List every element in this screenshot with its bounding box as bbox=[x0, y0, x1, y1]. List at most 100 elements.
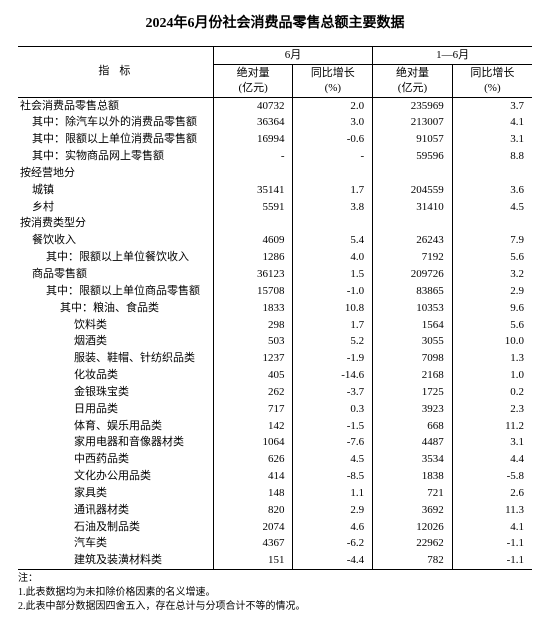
note-2: 2.此表中部分数据因四舍五入，存在总计与分项合计不等的情况。 bbox=[18, 600, 532, 614]
table-row: 服装、鞋帽、针纺织品类1237-1.970981.3 bbox=[18, 350, 532, 367]
table-row: 其中：粮油、食品类183310.8103539.6 bbox=[18, 300, 532, 317]
cell-g2: 10.0 bbox=[452, 333, 532, 350]
table-row: 其中：限额以上单位商品零售额15708-1.0838652.9 bbox=[18, 283, 532, 300]
table-row: 家具类1481.17212.6 bbox=[18, 485, 532, 502]
cell-v2: 209726 bbox=[373, 266, 453, 283]
cell-v1: 151 bbox=[213, 552, 293, 569]
cell-g2: 3.6 bbox=[452, 182, 532, 199]
cell-v1: 40732 bbox=[213, 97, 293, 114]
cell-v2: 3692 bbox=[373, 502, 453, 519]
cell-v1: 5591 bbox=[213, 199, 293, 216]
table-row: 烟酒类5035.2305510.0 bbox=[18, 333, 532, 350]
header-period2: 1—6月 bbox=[373, 47, 532, 65]
table-row: 家用电器和音像器材类1064-7.644873.1 bbox=[18, 434, 532, 451]
cell-g2: 9.6 bbox=[452, 300, 532, 317]
cell-g2: 11.3 bbox=[452, 502, 532, 519]
table-row: 通讯器材类8202.9369211.3 bbox=[18, 502, 532, 519]
cell-v2: 1838 bbox=[373, 468, 453, 485]
cell-g2: 4.1 bbox=[452, 114, 532, 131]
table-row: 饮料类2981.715645.6 bbox=[18, 317, 532, 334]
row-label: 金银珠宝类 bbox=[18, 384, 213, 401]
notes-heading: 注： bbox=[18, 572, 532, 586]
table-row: 日用品类7170.339232.3 bbox=[18, 401, 532, 418]
cell-v2: 235969 bbox=[373, 97, 453, 114]
cell-g2: 8.8 bbox=[452, 148, 532, 165]
row-label: 其中：实物商品网上零售额 bbox=[18, 148, 213, 165]
table-row: 按经营地分 bbox=[18, 165, 532, 182]
row-label: 其中：除汽车以外的消费品零售额 bbox=[18, 114, 213, 131]
cell-v2: 22962 bbox=[373, 535, 453, 552]
row-label: 石油及制品类 bbox=[18, 519, 213, 536]
cell-g1: -14.6 bbox=[293, 367, 373, 384]
cell-v1: 820 bbox=[213, 502, 293, 519]
cell-g1: 3.8 bbox=[293, 199, 373, 216]
row-label: 中西药品类 bbox=[18, 451, 213, 468]
header-abs2: 绝对量(亿元) bbox=[373, 64, 453, 97]
cell-v2: 204559 bbox=[373, 182, 453, 199]
notes-section: 注： 1.此表数据均为未扣除价格因素的名义增速。 2.此表中部分数据因四舍五入，… bbox=[18, 572, 532, 614]
cell-g2: 7.9 bbox=[452, 232, 532, 249]
cell-v2 bbox=[373, 215, 453, 232]
cell-g2: 2.6 bbox=[452, 485, 532, 502]
row-label: 其中：粮油、食品类 bbox=[18, 300, 213, 317]
cell-g2: 5.6 bbox=[452, 317, 532, 334]
row-label: 日用品类 bbox=[18, 401, 213, 418]
cell-v1: 414 bbox=[213, 468, 293, 485]
row-label: 饮料类 bbox=[18, 317, 213, 334]
cell-g1: 2.9 bbox=[293, 502, 373, 519]
table-row: 化妆品类405-14.621681.0 bbox=[18, 367, 532, 384]
cell-v1: 148 bbox=[213, 485, 293, 502]
cell-g1: -1.0 bbox=[293, 283, 373, 300]
row-label: 文化办公用品类 bbox=[18, 468, 213, 485]
cell-v1: 717 bbox=[213, 401, 293, 418]
cell-v1: 36364 bbox=[213, 114, 293, 131]
cell-v2: 668 bbox=[373, 418, 453, 435]
cell-v1: 142 bbox=[213, 418, 293, 435]
table-row: 其中：除汽车以外的消费品零售额363643.02130074.1 bbox=[18, 114, 532, 131]
cell-g1: -7.6 bbox=[293, 434, 373, 451]
row-label: 其中：限额以上单位餐饮收入 bbox=[18, 249, 213, 266]
cell-v2: 10353 bbox=[373, 300, 453, 317]
data-table: 指标 6月 1—6月 绝对量(亿元) 同比增长(%) 绝对量(亿元) 同比增长(… bbox=[18, 46, 532, 570]
cell-v1: 503 bbox=[213, 333, 293, 350]
cell-v2: 12026 bbox=[373, 519, 453, 536]
cell-g1: -6.2 bbox=[293, 535, 373, 552]
cell-v1: 298 bbox=[213, 317, 293, 334]
cell-v1: 36123 bbox=[213, 266, 293, 283]
cell-g1: -1.5 bbox=[293, 418, 373, 435]
row-label: 汽车类 bbox=[18, 535, 213, 552]
cell-g1: -0.6 bbox=[293, 131, 373, 148]
header-growth2: 同比增长(%) bbox=[452, 64, 532, 97]
cell-v2: 3055 bbox=[373, 333, 453, 350]
cell-g2 bbox=[452, 165, 532, 182]
cell-g1: 1.1 bbox=[293, 485, 373, 502]
note-1: 1.此表数据均为未扣除价格因素的名义增速。 bbox=[18, 586, 532, 600]
row-label: 化妆品类 bbox=[18, 367, 213, 384]
cell-v1: 1237 bbox=[213, 350, 293, 367]
cell-g2: 4.5 bbox=[452, 199, 532, 216]
row-label: 城镇 bbox=[18, 182, 213, 199]
cell-g2: -1.1 bbox=[452, 552, 532, 569]
table-row: 按消费类型分 bbox=[18, 215, 532, 232]
row-label: 按消费类型分 bbox=[18, 215, 213, 232]
cell-v2: 1564 bbox=[373, 317, 453, 334]
cell-v1: 405 bbox=[213, 367, 293, 384]
cell-g1: -8.5 bbox=[293, 468, 373, 485]
cell-g1: 4.5 bbox=[293, 451, 373, 468]
row-label: 其中：限额以上单位商品零售额 bbox=[18, 283, 213, 300]
row-label: 服装、鞋帽、针纺织品类 bbox=[18, 350, 213, 367]
cell-g1: 1.7 bbox=[293, 317, 373, 334]
cell-g1: 5.4 bbox=[293, 232, 373, 249]
cell-v2: 31410 bbox=[373, 199, 453, 216]
cell-v2: 3534 bbox=[373, 451, 453, 468]
row-label: 家用电器和音像器材类 bbox=[18, 434, 213, 451]
cell-v2: 782 bbox=[373, 552, 453, 569]
cell-g2: 0.2 bbox=[452, 384, 532, 401]
cell-v1: 1064 bbox=[213, 434, 293, 451]
cell-g1: -4.4 bbox=[293, 552, 373, 569]
row-label: 体育、娱乐用品类 bbox=[18, 418, 213, 435]
cell-g1: 5.2 bbox=[293, 333, 373, 350]
header-growth1: 同比增长(%) bbox=[293, 64, 373, 97]
table-row: 其中：实物商品网上零售额--595968.8 bbox=[18, 148, 532, 165]
cell-v1: 4609 bbox=[213, 232, 293, 249]
